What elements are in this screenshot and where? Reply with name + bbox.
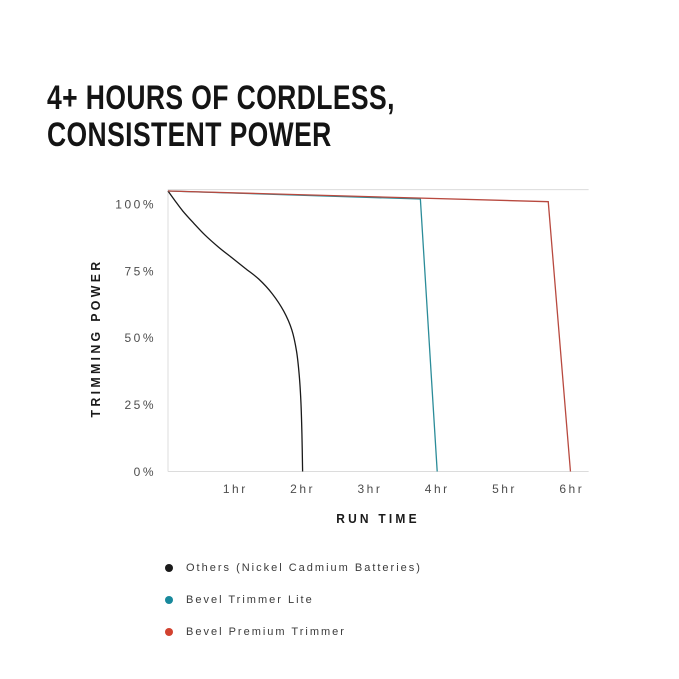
legend-dot-icon [165, 628, 173, 636]
legend-dot-icon [165, 564, 173, 572]
y-tick-label-75: 75% [124, 264, 156, 278]
x-tick-label-5: 5hr [492, 482, 517, 496]
legend-item-others: Others (Nickel Cadmium Batteries) [165, 559, 422, 577]
y-tick-label-25: 25% [124, 398, 156, 412]
x-tick-label-4: 4hr [425, 482, 450, 496]
legend-item-bevel-trimmer-lite: Bevel Trimmer Lite [165, 591, 422, 609]
x-tick-label-2: 2hr [290, 482, 315, 496]
series-line-others [167, 190, 304, 472]
page-title: 4+ HOURS OF CORDLESS, CONSISTENT POWER [47, 80, 395, 154]
legend-item-bevel-premium-trimmer: Bevel Premium Trimmer [165, 623, 422, 641]
x-axis-title: RUN TIME [336, 511, 420, 526]
page-title-line-1: 4+ HOURS OF CORDLESS, [47, 79, 395, 117]
legend-label: Bevel Premium Trimmer [186, 626, 346, 638]
gridlines [167, 189, 589, 472]
legend-label: Others (Nickel Cadmium Batteries) [186, 562, 422, 574]
series-line-bevel-premium-trimmer [167, 190, 572, 472]
legend: Others (Nickel Cadmium Batteries) Bevel T… [165, 559, 422, 655]
series-lines [167, 190, 572, 472]
x-tick-label-3: 3hr [357, 482, 382, 496]
page-title-line-2: CONSISTENT POWER [47, 116, 332, 154]
legend-label: Bevel Trimmer Lite [186, 594, 314, 606]
y-tick-labels: 0% 25% 50% 75% 100% [115, 198, 156, 479]
x-tick-label-6: 6hr [559, 482, 584, 496]
x-tick-labels: 1hr 2hr 3hr 4hr 5hr 6hr [223, 482, 584, 496]
y-tick-label-50: 50% [124, 331, 156, 345]
series-line-bevel-trimmer-lite [167, 190, 438, 472]
y-axis-title: TRIMMING POWER [88, 258, 103, 418]
y-tick-label-100: 100% [115, 198, 156, 212]
x-tick-label-1: 1hr [223, 482, 248, 496]
y-tick-label-0: 0% [134, 465, 156, 479]
legend-dot-icon [165, 596, 173, 604]
